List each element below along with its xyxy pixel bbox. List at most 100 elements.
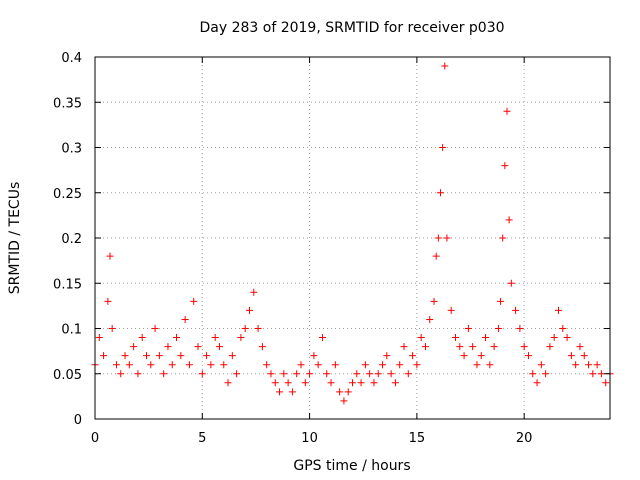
data-point <box>194 343 202 351</box>
data-point <box>585 361 593 369</box>
data-point <box>572 361 580 369</box>
data-point <box>576 343 584 351</box>
data-point <box>441 62 449 70</box>
data-point <box>524 352 532 360</box>
data-point <box>486 361 494 369</box>
data-point <box>121 352 129 360</box>
data-point <box>237 334 245 342</box>
data-point <box>497 297 505 305</box>
data-point <box>456 343 464 351</box>
data-point <box>331 361 339 369</box>
data-point <box>563 334 571 342</box>
data-point <box>318 334 326 342</box>
data-point <box>220 361 228 369</box>
data-point <box>267 370 275 378</box>
data-point <box>271 379 279 387</box>
data-point <box>241 325 249 332</box>
data-point <box>546 343 554 351</box>
data-point <box>361 361 369 369</box>
data-point <box>404 370 412 378</box>
data-point <box>421 343 429 351</box>
data-point <box>426 315 434 323</box>
y-tick-label: 0.4 <box>61 51 82 66</box>
data-point <box>507 279 515 287</box>
data-point <box>387 370 395 378</box>
y-tick-label: 0 <box>74 413 82 428</box>
data-point <box>143 352 150 360</box>
data-point <box>597 370 605 378</box>
x-tick-label: 0 <box>91 431 99 446</box>
data-point <box>349 379 356 387</box>
data-point <box>366 370 374 378</box>
data-point <box>439 144 447 151</box>
y-tick-label: 0.3 <box>61 142 82 157</box>
data-point <box>288 388 296 396</box>
data-point <box>432 252 440 260</box>
data-point <box>112 361 120 369</box>
data-point <box>452 334 459 342</box>
data-point <box>177 352 185 360</box>
data-point <box>344 388 352 396</box>
y-tick-label: 0.1 <box>61 323 82 338</box>
data-point <box>297 361 305 369</box>
data-point <box>383 352 391 360</box>
data-point <box>477 352 485 360</box>
data-point <box>104 297 112 305</box>
data-point <box>293 370 301 378</box>
data-point <box>181 315 189 323</box>
data-point <box>533 379 541 387</box>
data-point <box>542 370 550 378</box>
data-point <box>501 162 509 170</box>
data-point <box>589 370 597 378</box>
data-point <box>559 325 567 332</box>
data-point <box>340 397 348 405</box>
data-point <box>430 297 438 305</box>
data-point <box>106 252 114 260</box>
data-point <box>593 361 601 369</box>
data-point <box>138 334 146 342</box>
data-point <box>215 343 223 351</box>
data-point <box>391 379 399 387</box>
data-point <box>211 334 219 342</box>
data-point <box>258 343 266 351</box>
y-tick-label: 0.35 <box>53 96 82 111</box>
data-point <box>95 334 103 342</box>
axis-ticks: 0 5 10 15 20 0 0.05 0.1 0.15 0.2 0.25 0.3 0.35 0.4 <box>53 51 610 446</box>
data-point <box>520 343 528 351</box>
data-point <box>336 388 344 396</box>
data-point <box>117 370 125 378</box>
data-point <box>327 379 335 387</box>
data-point <box>357 379 365 387</box>
data-point <box>494 325 502 332</box>
x-tick-label: 20 <box>516 431 533 446</box>
data-point <box>185 361 193 369</box>
data-point <box>379 361 387 369</box>
data-point <box>151 325 159 332</box>
data-point <box>284 379 292 387</box>
data-point <box>254 325 262 332</box>
data-point <box>443 234 451 242</box>
data-point <box>353 370 361 378</box>
data-point <box>233 370 241 378</box>
data-point <box>602 379 610 387</box>
data-point <box>173 334 181 342</box>
data-point <box>203 352 211 360</box>
y-tick-label: 0.25 <box>53 187 82 202</box>
data-point <box>516 325 524 332</box>
data-point <box>396 361 404 369</box>
data-point <box>190 297 198 305</box>
data-point <box>400 343 408 351</box>
data-point <box>529 370 537 378</box>
y-tick-label: 0.15 <box>53 277 82 292</box>
y-tick-label: 0.05 <box>53 368 82 383</box>
data-point <box>512 306 520 314</box>
y-axis-label: SRMTID / TECUs <box>7 182 23 295</box>
data-point <box>108 325 116 332</box>
data-point <box>164 343 172 351</box>
y-tick-label: 0.2 <box>61 232 82 247</box>
data-point <box>207 361 215 369</box>
x-axis-label: GPS time / hours <box>293 458 410 474</box>
data-point <box>100 352 108 360</box>
data-point <box>436 189 444 197</box>
